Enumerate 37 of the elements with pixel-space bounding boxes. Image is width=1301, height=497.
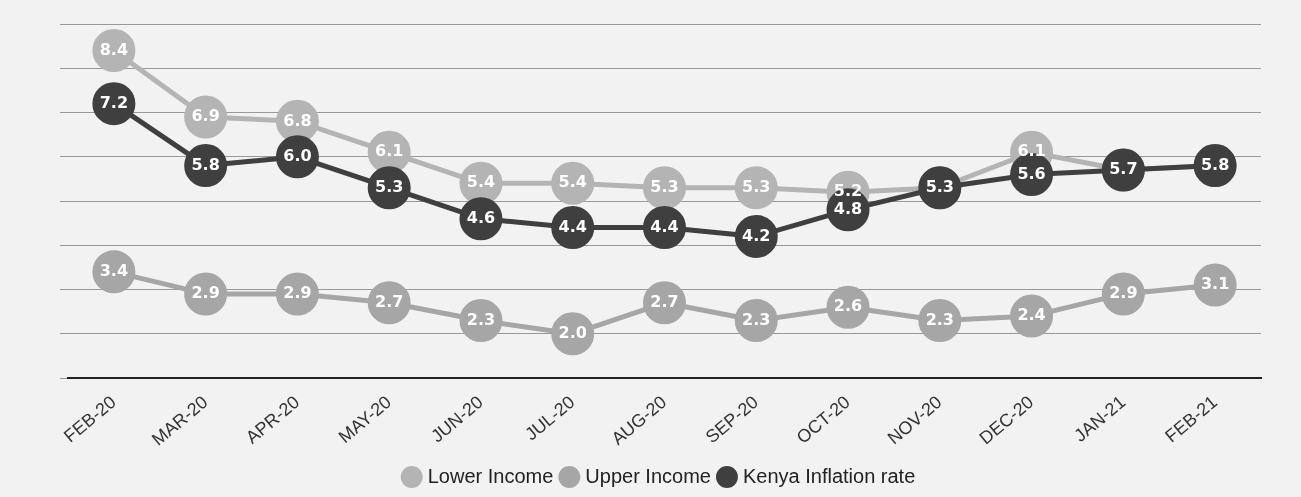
data-label: 5.3 [375,176,404,196]
data-label: 5.7 [1109,159,1138,179]
data-label: 5.4 [466,172,496,192]
data-label: 5.3 [925,176,954,196]
data-label: 6.1 [375,141,404,161]
data-label: 2.9 [191,283,220,303]
data-label: 4.6 [466,207,496,227]
legend-label: Lower Income [427,464,554,487]
data-label: 2.7 [650,291,679,311]
data-label: 4.8 [833,199,863,219]
data-label: 2.9 [1109,283,1138,303]
data-label: 2.3 [742,309,771,329]
data-label: 5.4 [558,172,587,192]
data-label: 2.7 [375,291,404,311]
data-label: 2.0 [558,322,587,342]
data-label: 5.8 [1200,154,1230,174]
data-label: 5.3 [742,176,771,196]
data-label: 2.3 [466,309,496,329]
data-label: 2.3 [925,309,954,329]
data-label: 5.3 [650,176,679,196]
data-label: 2.4 [1017,305,1046,325]
data-label: 6.0 [283,145,312,165]
data-label: 5.6 [1017,163,1046,183]
data-label: 6.9 [191,106,220,126]
data-label: 4.2 [742,225,771,245]
data-label: 3.4 [99,260,129,280]
legend-label: Kenya Inflation rate [742,464,916,487]
data-label: 7.2 [99,92,129,112]
data-label: 2.9 [283,283,312,303]
data-label: 8.4 [99,39,129,59]
data-label: 5.8 [191,154,220,174]
data-label: 4.4 [558,216,587,236]
data-label: 2.6 [833,296,863,316]
data-label: 6.8 [283,110,312,130]
data-label: 4.4 [650,216,679,236]
legend-label: Upper Income [585,464,711,487]
data-label: 3.1 [1200,274,1230,294]
